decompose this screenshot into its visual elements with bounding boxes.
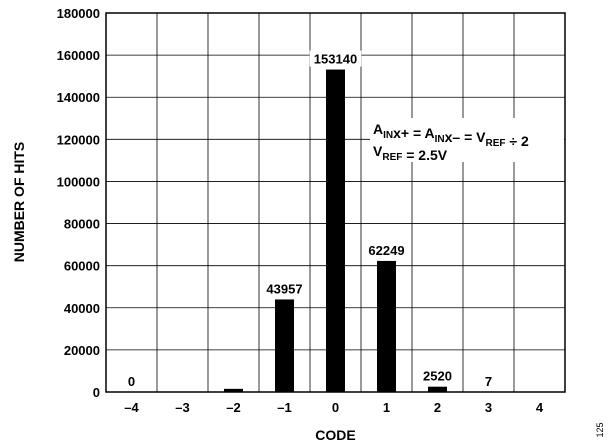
bars (224, 69, 498, 392)
annotation-background (370, 118, 564, 162)
bar (428, 386, 447, 392)
data-label-background (124, 373, 139, 389)
data-label: 43957 (266, 281, 302, 296)
x-axis-title: CODE (315, 427, 355, 443)
data-label-background (364, 241, 409, 258)
bar (224, 388, 243, 392)
y-tick-label: 120000 (57, 132, 100, 147)
x-tick-label: –2 (226, 400, 240, 415)
x-tick-label: 1 (383, 400, 390, 415)
data-label: 2520 (423, 369, 452, 384)
y-tick-label: 20000 (64, 343, 100, 358)
x-tick-label: –4 (124, 400, 139, 415)
x-tick-label: 3 (485, 400, 492, 415)
x-tick-labels: –4 –3 –2 –1 0 1 2 3 4 (124, 400, 544, 415)
data-label-background (481, 372, 496, 389)
y-axis-title: NUMBER OF HITS (11, 142, 27, 263)
y-tick-label: 0 (93, 385, 100, 400)
data-label: 0 (128, 374, 135, 389)
annotation-line-2: VREF = 2.5V (373, 143, 448, 163)
x-tick-label: 0 (332, 400, 339, 415)
x-tick-label: 2 (434, 400, 441, 415)
plot-frame (105, 12, 566, 393)
y-tick-label: 40000 (64, 301, 100, 316)
annotation-box: AINx+ = AINx– = VREF ÷ 2 VREF = 2.5V (370, 118, 564, 163)
data-label: 153140 (314, 52, 357, 67)
data-labels: 0 43957 153140 62249 2520 7 (124, 50, 496, 389)
data-label-background (262, 280, 307, 297)
bar (377, 260, 396, 392)
y-tick-label: 100000 (57, 174, 100, 189)
y-tick-label: 60000 (64, 259, 100, 274)
data-label-background (309, 50, 362, 67)
data-label: 62249 (368, 243, 404, 258)
x-tick-label: 4 (536, 400, 544, 415)
y-tick-label: 160000 (57, 48, 100, 63)
y-tick-label: 140000 (57, 90, 100, 105)
figure-number: 125 (595, 422, 605, 437)
bar (275, 299, 294, 392)
y-tick-labels: 0 20000 40000 60000 80000 100000 120000 140000 1… (57, 6, 100, 400)
x-tick-label: –3 (175, 400, 189, 415)
bar (326, 69, 345, 392)
x-tick-label: –1 (277, 400, 291, 415)
data-label-background (419, 367, 456, 384)
annotation-line-1: AINx+ = AINx– = VREF ÷ 2 (373, 121, 529, 149)
y-tick-label: 180000 (57, 6, 100, 21)
data-label: 7 (485, 374, 492, 389)
y-tick-label: 80000 (64, 217, 100, 232)
